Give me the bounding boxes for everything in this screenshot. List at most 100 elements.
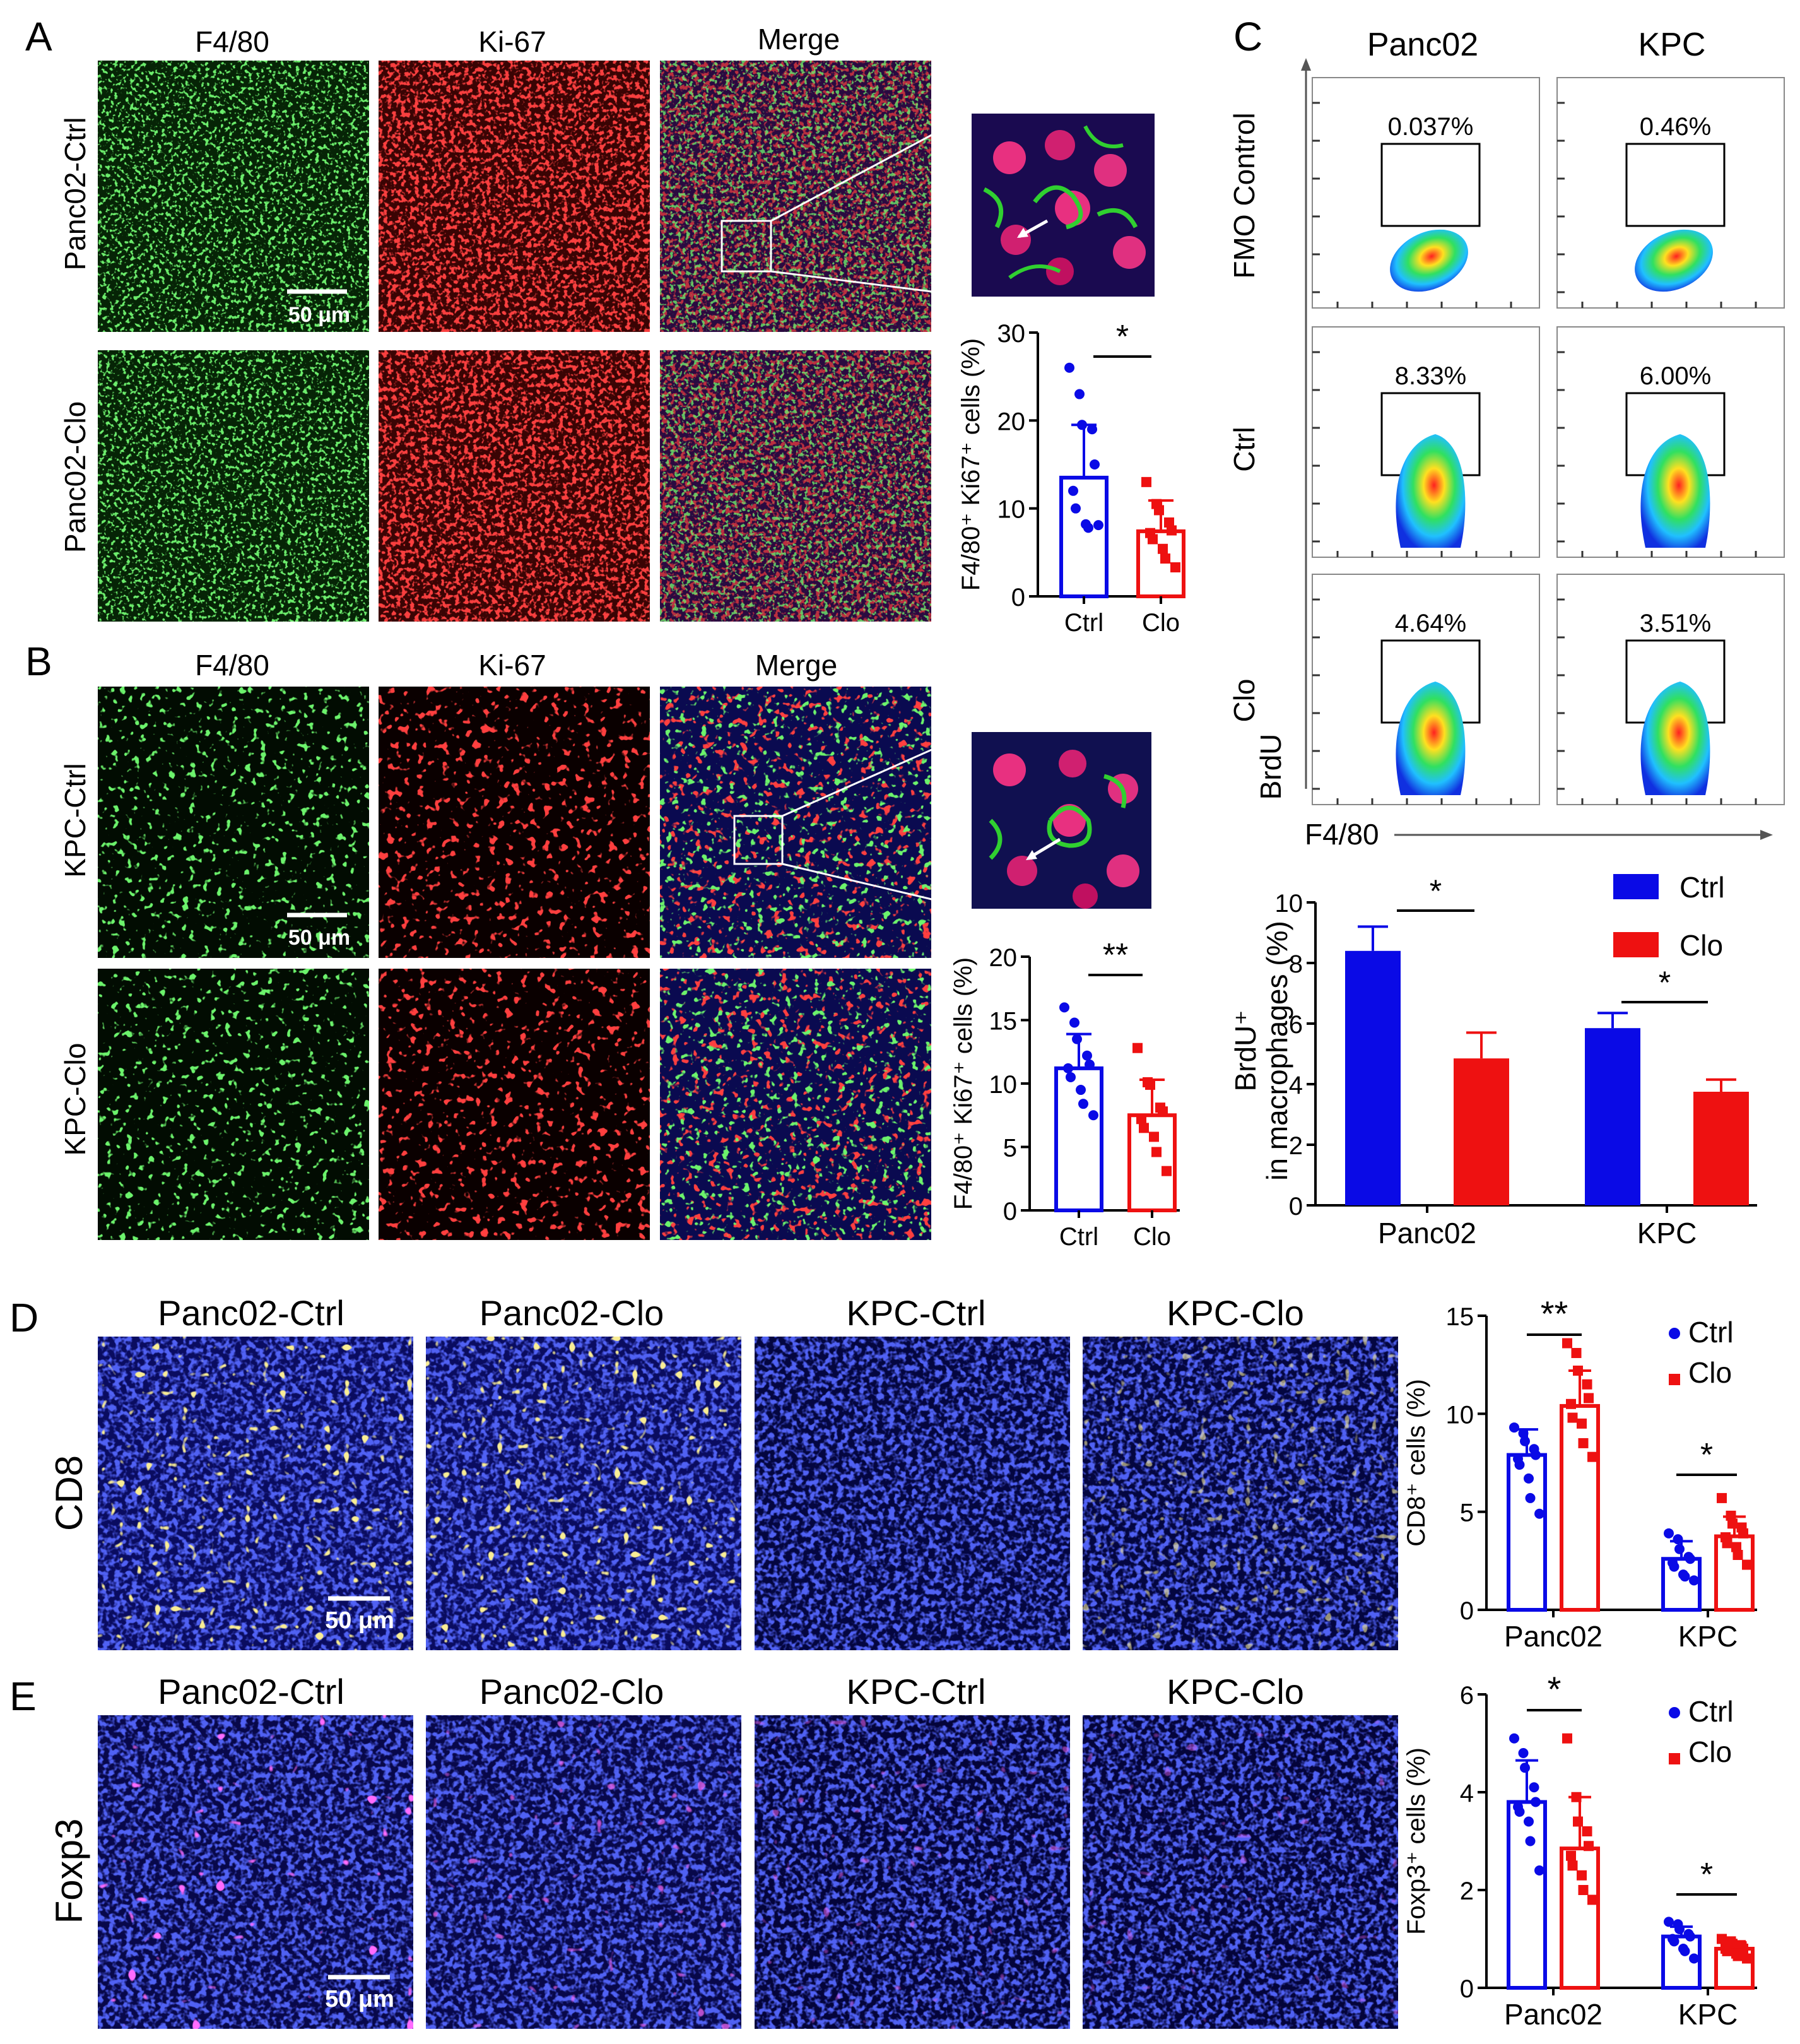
point-D-kpc-ctrl-8: [1679, 1571, 1690, 1582]
significance-D-panc02-label: **: [1541, 1294, 1568, 1333]
bar-B-clo: [1127, 1113, 1177, 1212]
y-tick-label-C-4: 8: [1289, 950, 1303, 978]
legend-marker-D-ctrl: [1669, 1328, 1680, 1339]
point-E-panc02-ctrl-6: [1514, 1807, 1525, 1817]
col-title-merge-b: Merge: [755, 649, 837, 682]
bar-chart-a: 0 10 20 30 Ctrl Clo * F4/80⁺ Ki67⁺ cells (%): [957, 319, 1185, 637]
point-D-kpc-clo-8: [1732, 1550, 1743, 1561]
col-title-ki67-b: Ki-67: [478, 649, 546, 682]
flow-gate-value-1-0: 8.33%: [1395, 362, 1466, 390]
col-title-d-panc02-ctrl: Panc02-Ctrl: [158, 1293, 344, 1333]
y-tick-label-D-1: 5: [1460, 1499, 1474, 1527]
point-E-kpc-clo-9: [1742, 1953, 1752, 1964]
col-title-f480-b: F4/80: [195, 649, 269, 682]
flow-population-2-1: [1640, 682, 1710, 795]
point-E-panc02-clo-8: [1578, 1885, 1589, 1895]
flow-gate-value-1-1: 6.00%: [1640, 362, 1711, 390]
col-title-d-panc02-clo: Panc02-Clo: [479, 1293, 664, 1333]
point-E-panc02-clo-0: [1562, 1733, 1572, 1744]
zoom-box-b: [733, 815, 784, 865]
point-A-clo-3: [1164, 517, 1174, 528]
panel-letter-e: E: [9, 1674, 37, 1719]
y-tick-label-B-2: 10: [989, 1071, 1018, 1099]
bar-C-kpc-ctrl: [1585, 1028, 1640, 1205]
x-tick-label-D-1: KPC: [1678, 1620, 1738, 1653]
flow-row-label-ctrl: Ctrl: [1228, 427, 1261, 472]
row-label-foxp3: Foxp3: [48, 1819, 90, 1924]
flow-col-title-panc02: Panc02: [1367, 27, 1478, 63]
point-B-clo-5: [1136, 1114, 1146, 1125]
significance-E-kpc-label: *: [1700, 1857, 1713, 1893]
point-B-ctrl-5: [1063, 1063, 1073, 1073]
point-E-panc02-clo-1: [1571, 1792, 1582, 1802]
flow-y-axis-label: BrdU: [1254, 734, 1287, 800]
point-D-kpc-ctrl-2: [1674, 1544, 1685, 1554]
point-D-kpc-clo-1: [1726, 1510, 1736, 1521]
y-tick-label-B-3: 15: [989, 1008, 1018, 1036]
flow-population-1-1: [1640, 434, 1710, 548]
scale-label-a: 50 μm: [288, 303, 350, 327]
point-B-clo-2: [1145, 1080, 1155, 1090]
significance-D-kpc-label: *: [1700, 1437, 1713, 1474]
col-title-d-kpc-ctrl: KPC-Ctrl: [847, 1293, 986, 1333]
significance-A-label: *: [1116, 319, 1129, 355]
point-A-clo-2: [1154, 505, 1164, 516]
point-D-panc02-ctrl-2: [1520, 1436, 1530, 1446]
flow-x-axis-label: F4/80: [1305, 818, 1379, 851]
point-B-ctrl-2: [1072, 1034, 1082, 1044]
point-E-kpc-ctrl-9: [1689, 1953, 1699, 1964]
y-tick-label-A-1: 10: [997, 496, 1026, 524]
point-E-panc02-clo-4: [1584, 1841, 1594, 1852]
point-A-ctrl-1: [1074, 389, 1085, 399]
row-label-a-ctrl: Panc02-Ctrl: [59, 117, 91, 271]
y-tick-label-B-4: 20: [989, 944, 1018, 972]
x-tick-label-E-1: KPC: [1678, 1998, 1738, 2031]
point-A-clo-8: [1160, 553, 1170, 564]
flow-population-0-0: [1390, 229, 1468, 292]
point-D-panc02-ctrl-9: [1534, 1508, 1544, 1519]
zoom-box-a: [721, 220, 772, 273]
point-D-panc02-clo-1: [1571, 1348, 1582, 1359]
x-tick-label-D-0: Panc02: [1504, 1620, 1603, 1653]
point-D-panc02-clo-0: [1562, 1338, 1572, 1349]
legend-swatch-C-ctrl: [1613, 874, 1659, 899]
point-B-clo-8: [1151, 1147, 1162, 1157]
flow-plot-0-0: [1312, 77, 1540, 309]
bar-D-panc02-clo: [1560, 1403, 1600, 1612]
point-D-kpc-clo-0: [1717, 1492, 1727, 1503]
panel-letter-d: D: [9, 1295, 38, 1340]
legend-swatch-C-clo: [1613, 932, 1659, 957]
y-tick-label-C-5: 10: [1275, 890, 1303, 918]
point-E-panc02-clo-6: [1567, 1860, 1578, 1871]
point-D-kpc-ctrl-9: [1689, 1575, 1699, 1586]
point-E-panc02-ctrl-7: [1524, 1816, 1534, 1827]
y-tick-label-E-0: 0: [1460, 1975, 1474, 2003]
x-tick-label-A-1: Clo: [1142, 609, 1180, 637]
point-B-clo-9: [1162, 1166, 1172, 1176]
x-tick-label-A-0: Ctrl: [1064, 609, 1103, 637]
legend-label-E-clo: Clo: [1688, 1735, 1732, 1768]
y-tick-label-C-0: 0: [1289, 1193, 1303, 1220]
col-title-f480-a: F4/80: [195, 25, 269, 58]
flow-gate-0-1: [1625, 143, 1726, 227]
significance-C-panc02-label: *: [1430, 873, 1442, 909]
row-label-b-clo: KPC-Clo: [59, 1043, 91, 1156]
point-D-panc02-clo-5: [1566, 1398, 1576, 1409]
y-tick-label-C-1: 2: [1289, 1132, 1303, 1160]
y-tick-label-D-2: 10: [1446, 1401, 1474, 1429]
y-tick-label-E-2: 4: [1460, 1780, 1474, 1807]
x-tick-label-C-0: Panc02: [1378, 1217, 1476, 1249]
point-E-panc02-ctrl-3: [1529, 1782, 1539, 1793]
point-D-kpc-clo-2: [1727, 1518, 1738, 1529]
bar-E-panc02-clo: [1560, 1846, 1600, 1990]
col-title-e-kpc-ctrl: KPC-Ctrl: [847, 1672, 986, 1711]
x-tick-label-E-0: Panc02: [1504, 1998, 1603, 2031]
point-E-panc02-clo-9: [1587, 1894, 1597, 1905]
row-label-a-clo: Panc02-Clo: [59, 401, 91, 553]
point-E-kpc-clo-0: [1717, 1934, 1727, 1944]
y-axis-label-E: Foxp3⁺ cells (%): [1403, 1747, 1430, 1935]
point-E-panc02-clo-7: [1577, 1870, 1587, 1881]
panel-d: D Panc02-Ctrl Panc02-Clo KPC-Ctrl KPC-Cl…: [9, 1293, 1757, 1653]
point-B-ctrl-6: [1066, 1072, 1076, 1082]
point-D-panc02-ctrl-6: [1514, 1460, 1525, 1470]
